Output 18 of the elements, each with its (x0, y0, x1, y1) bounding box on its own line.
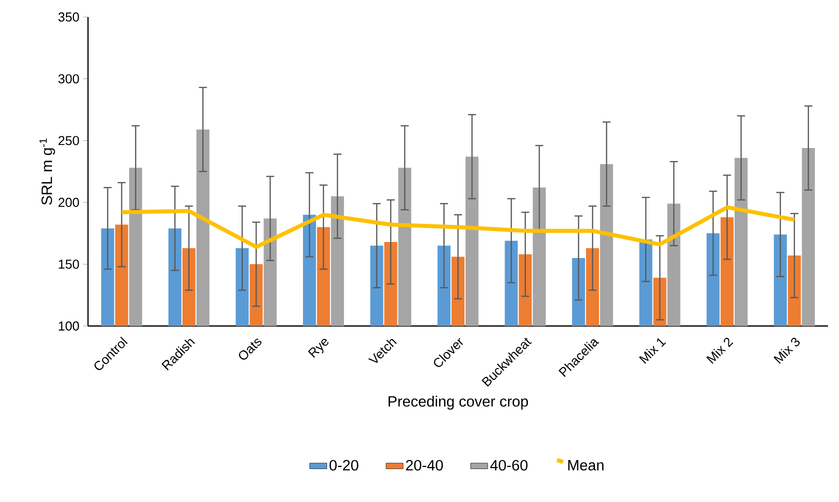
y-tick-label: 100 (58, 321, 79, 331)
legend-label: 0-20 (330, 460, 358, 471)
y-axis-title: SRL m g$^{-1}$ (40, 138, 56, 205)
x-tick-label: Oats (238, 338, 262, 360)
x-axis-title: Preceding cover crop (388, 396, 528, 410)
y-tick-label: 200 (58, 198, 79, 207)
y-tick-label: 150 (58, 260, 79, 269)
x-tick-label: Rye (308, 338, 328, 358)
y-tick-label: 300 (58, 74, 79, 84)
x-tick-label: Mix 1 (639, 338, 666, 364)
legend-label: Mean (568, 460, 604, 470)
x-tick-label: Mix 2 (706, 338, 734, 364)
legend-label: 40-60 (490, 460, 528, 471)
legend-label: 20-40 (406, 460, 443, 471)
y-tick-label: 350 (58, 12, 79, 22)
x-tick-label: Mix 3 (774, 338, 800, 364)
line-series (120, 205, 796, 249)
y-tick-label: 250 (58, 136, 79, 146)
